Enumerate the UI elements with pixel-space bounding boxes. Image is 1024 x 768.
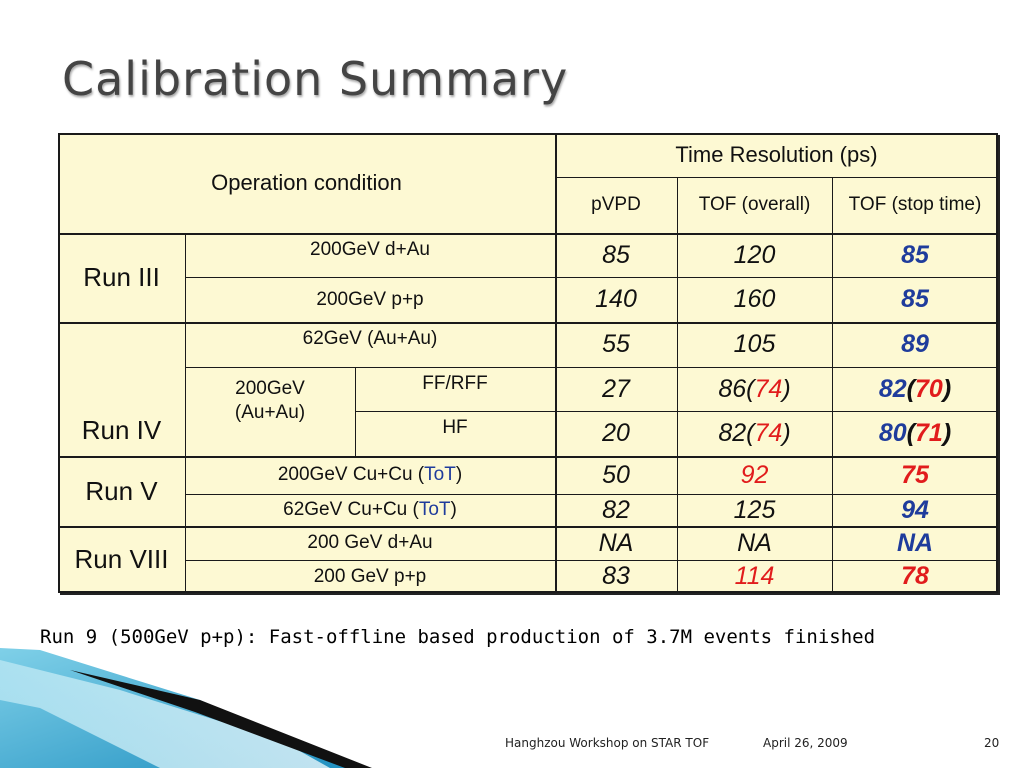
- tof-paren-value: 74: [754, 374, 783, 403]
- grid-line: [58, 133, 60, 593]
- grid-line: [185, 367, 998, 368]
- tof-cell: 92: [740, 460, 769, 489]
- pvpd-cell: 140: [595, 285, 637, 313]
- grid-line: [996, 133, 998, 593]
- slide-title: Calibration Summary: [62, 52, 569, 106]
- grid-line: [185, 277, 998, 278]
- tof-paren-value: 74: [754, 419, 783, 447]
- grid-line: [555, 133, 557, 593]
- pvpd-cell: 27: [602, 374, 630, 403]
- tof-stop-cell: 78: [901, 562, 929, 590]
- calibration-table: Operation condition Time Resolution (ps)…: [58, 133, 998, 593]
- condition-cell: 200 GeV p+p: [313, 565, 427, 587]
- condition-group-cell: 200GeV (Au+Au): [234, 378, 306, 423]
- condition-end: ): [450, 499, 457, 520]
- grid-line: [58, 526, 998, 528]
- pvpd-cell: 85: [602, 240, 630, 269]
- tof-stop-value: 82: [878, 374, 907, 403]
- pvpd-cell: 50: [602, 460, 630, 489]
- run-iii-label: Run III: [83, 262, 160, 292]
- condition-cell: 200 GeV d+Au: [307, 532, 433, 553]
- tof-stop-cell: 94: [901, 495, 929, 524]
- condition-text: 200GeV Cu+Cu (: [277, 464, 425, 485]
- paren-open: (: [746, 419, 755, 447]
- footer-date: April 26, 2009: [763, 736, 848, 750]
- condition-text: 62GeV Cu+Cu (: [283, 499, 419, 520]
- tof-stop-cell: NA: [896, 528, 934, 557]
- header-tof-stop: TOF (stop time): [848, 194, 982, 215]
- tof-cell: NA: [737, 528, 772, 557]
- condition-cell: 200GeV d+Au: [310, 239, 430, 260]
- tof-stop-cell: 89: [901, 330, 929, 358]
- grid-line: [355, 411, 998, 412]
- run-iv-label: Run IV: [81, 415, 162, 445]
- condition-end: ): [455, 464, 463, 485]
- tof-cell: 160: [733, 285, 776, 313]
- pvpd-cell: 55: [602, 330, 630, 358]
- tof-stop-paren-value: 70: [915, 374, 943, 403]
- tof-cell: 86(74): [677, 367, 832, 411]
- pvpd-cell: 20: [602, 419, 630, 447]
- grid-line: [58, 456, 998, 458]
- condition-cell: 200GeV Cu+Cu (ToT): [185, 456, 555, 494]
- paren-close: ): [782, 419, 791, 447]
- grid-line: [58, 233, 998, 235]
- paren-close: ): [942, 374, 952, 403]
- tof-stop-cell: 85: [901, 285, 929, 313]
- grid-line: [185, 494, 998, 495]
- tof-cell: 114: [734, 562, 775, 590]
- header-pvpd: pVPD: [591, 194, 641, 215]
- tof-stop-cell: 75: [901, 460, 929, 489]
- condition-cell: HF: [442, 417, 468, 438]
- grid-line: [832, 177, 833, 593]
- tot-tag: ToT: [418, 499, 451, 520]
- pvpd-cell: 83: [602, 562, 630, 590]
- grid-line: [58, 322, 998, 324]
- paren-open: (: [906, 419, 915, 447]
- grid-line: [355, 367, 356, 456]
- tof-stop-cell: 82(70): [832, 367, 998, 411]
- paren-close: ): [942, 419, 952, 447]
- tof-cell: 125: [733, 495, 776, 524]
- tof-cell: 105: [733, 330, 776, 358]
- grid-line: [185, 560, 998, 561]
- tof-cell: 82(74): [677, 411, 832, 456]
- grid-line: [58, 591, 998, 593]
- run-v-label: Run V: [85, 475, 158, 506]
- grid-line: [677, 177, 678, 593]
- condition-cell: 62GeV (Au+Au): [302, 328, 438, 349]
- paren-close: ): [782, 374, 791, 403]
- footnote-text: Run 9 (500GeV p+p): Fast-offline based p…: [40, 626, 876, 648]
- tof-stop-cell: 80(71): [832, 411, 998, 456]
- header-operation-condition: Operation condition: [211, 170, 402, 195]
- header-time-resolution: Time Resolution (ps): [675, 142, 878, 167]
- condition-cell: 200GeV p+p: [316, 288, 424, 310]
- grid-line: [555, 177, 998, 178]
- tof-cell: 120: [733, 240, 776, 269]
- tof-value: 82: [718, 419, 747, 447]
- tof-stop-value: 80: [878, 419, 907, 447]
- grid-line: [185, 233, 186, 593]
- pvpd-cell: NA: [598, 528, 634, 557]
- condition-cell: FF/RFF: [422, 373, 488, 394]
- tof-stop-paren-value: 71: [915, 419, 943, 447]
- tot-tag: ToT: [424, 464, 456, 485]
- grid-line: [58, 133, 998, 135]
- footer-page-number: 20: [984, 736, 1000, 750]
- footer-workshop: Hanghzou Workshop on STAR TOF: [505, 736, 710, 750]
- header-tof-overall: TOF (overall): [698, 194, 811, 215]
- condition-cell: 62GeV Cu+Cu (ToT): [185, 494, 555, 526]
- pvpd-cell: 82: [602, 495, 630, 524]
- paren-open: (: [746, 374, 755, 403]
- run-viii-label: Run VIII: [74, 544, 169, 574]
- paren-open: (: [906, 374, 915, 403]
- tof-stop-cell: 85: [901, 240, 929, 269]
- tof-value: 86: [718, 374, 747, 403]
